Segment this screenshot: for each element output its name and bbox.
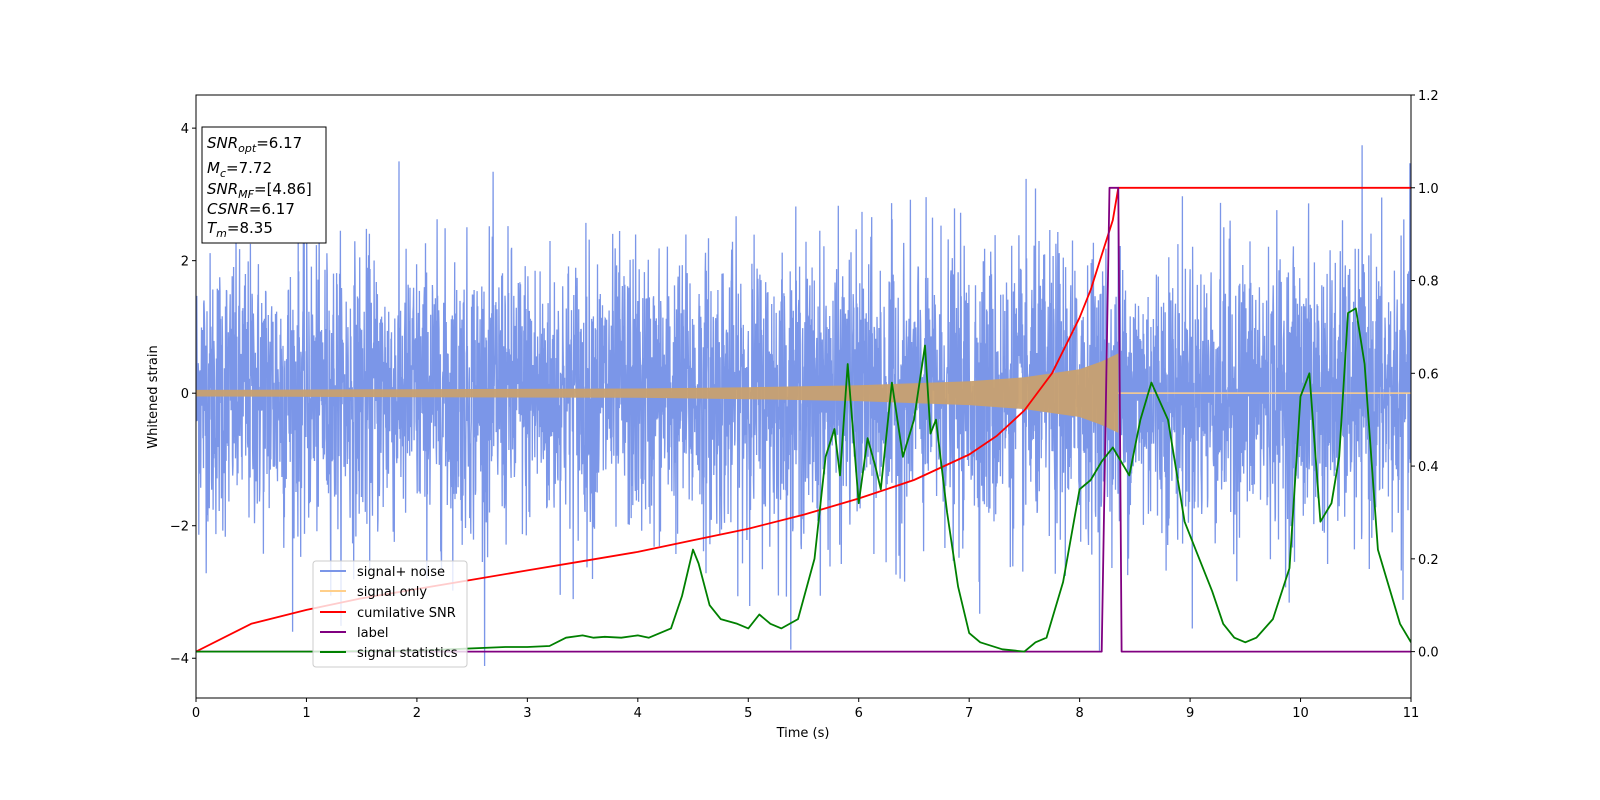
plot-frame [195, 94, 1412, 699]
info-csnr-value: =6.17 [249, 200, 295, 218]
x-tick-label: 11 [1403, 706, 1420, 721]
x-tick-label: 10 [1292, 706, 1309, 721]
legend-label-signal-statistics: signal statistics [357, 646, 458, 661]
info-snr-opt-value: =6.17 [256, 134, 302, 152]
y-right-tick-label: 1.2 [1418, 89, 1439, 104]
info-chirp-mass-value: =7.72 [226, 159, 272, 177]
y-left-tick-label: 4 [181, 122, 189, 137]
info-merger-time-value: =8.35 [227, 219, 273, 237]
y-left-tick-label: 2 [181, 255, 189, 270]
x-tick-label: 6 [855, 706, 863, 721]
x-axis-ticks: 0 1 2 3 4 5 6 7 8 9 10 11 [192, 698, 1419, 721]
y-right-tick-label: 0.0 [1418, 646, 1439, 661]
series-signal-only-envelope [196, 353, 1119, 433]
x-tick-label: 7 [965, 706, 973, 721]
y-axis-left-ticks: 4 2 0 −2 −4 [170, 122, 196, 667]
y-right-tick-label: 1.0 [1418, 182, 1439, 197]
y-axis-right-ticks: 1.2 1.0 0.8 0.6 0.4 0.2 0.0 [1411, 89, 1439, 661]
x-tick-label: 8 [1075, 706, 1083, 721]
y-right-tick-label: 0.4 [1418, 460, 1439, 475]
info-box-frame [201, 126, 327, 244]
y-axis-label: Whitened strain [146, 345, 161, 448]
x-tick-label: 2 [413, 706, 421, 721]
info-snr-opt-base: SNR [207, 134, 238, 152]
info-csnr: CSNR=6.17 [207, 200, 295, 218]
legend-label-signal-only: signal only [357, 585, 427, 600]
info-merger-time-sub: m [216, 227, 227, 240]
y-right-tick-label: 0.8 [1418, 275, 1439, 290]
legend-label-label: label [357, 626, 388, 641]
legend-frame [312, 560, 468, 668]
legend-label-signal-noise: signal+ noise [357, 565, 445, 580]
info-merger-time-base: T [207, 219, 218, 237]
x-tick-label: 1 [302, 706, 310, 721]
y-right-tick-label: 0.2 [1418, 553, 1439, 568]
legend-label-cumulative-snr: cumilative SNR [357, 606, 456, 621]
info-snr-opt-sub: opt [238, 142, 257, 155]
y-right-tick-label: 0.6 [1418, 367, 1439, 382]
x-tick-label: 3 [523, 706, 531, 721]
info-snr-mf-value: =[4.86] [254, 180, 312, 198]
info-csnr-base: CSNR [207, 200, 249, 218]
info-chirp-mass-sub: c [220, 167, 226, 180]
legend: signal+ noise signal only cumilative SNR… [312, 560, 468, 668]
x-tick-label: 9 [1186, 706, 1194, 721]
info-box: SNRopt=6.17 Mc=7.72 SNRMF=[4.86] CSNR=6.… [201, 126, 327, 244]
y-left-tick-label: −2 [170, 520, 189, 535]
info-snr-mf-base: SNR [207, 180, 238, 198]
series-signal-statistics [196, 307, 1411, 653]
info-chirp-mass: Mc=7.72 [207, 159, 272, 180]
info-snr-opt: SNRopt=6.17 [207, 134, 302, 155]
info-snr-mf-sub: MF [238, 188, 254, 201]
y-left-tick-label: −4 [170, 652, 189, 667]
x-tick-label: 4 [634, 706, 642, 721]
info-merger-time: Tm=8.35 [207, 219, 273, 240]
x-tick-label: 0 [192, 706, 200, 721]
info-chirp-mass-base: M [207, 159, 220, 177]
x-axis-label: Time (s) [776, 726, 830, 741]
x-tick-label: 5 [744, 706, 752, 721]
y-left-tick-label: 0 [181, 387, 189, 402]
info-snr-mf: SNRMF=[4.86] [207, 180, 312, 201]
series-label [196, 186, 1411, 653]
